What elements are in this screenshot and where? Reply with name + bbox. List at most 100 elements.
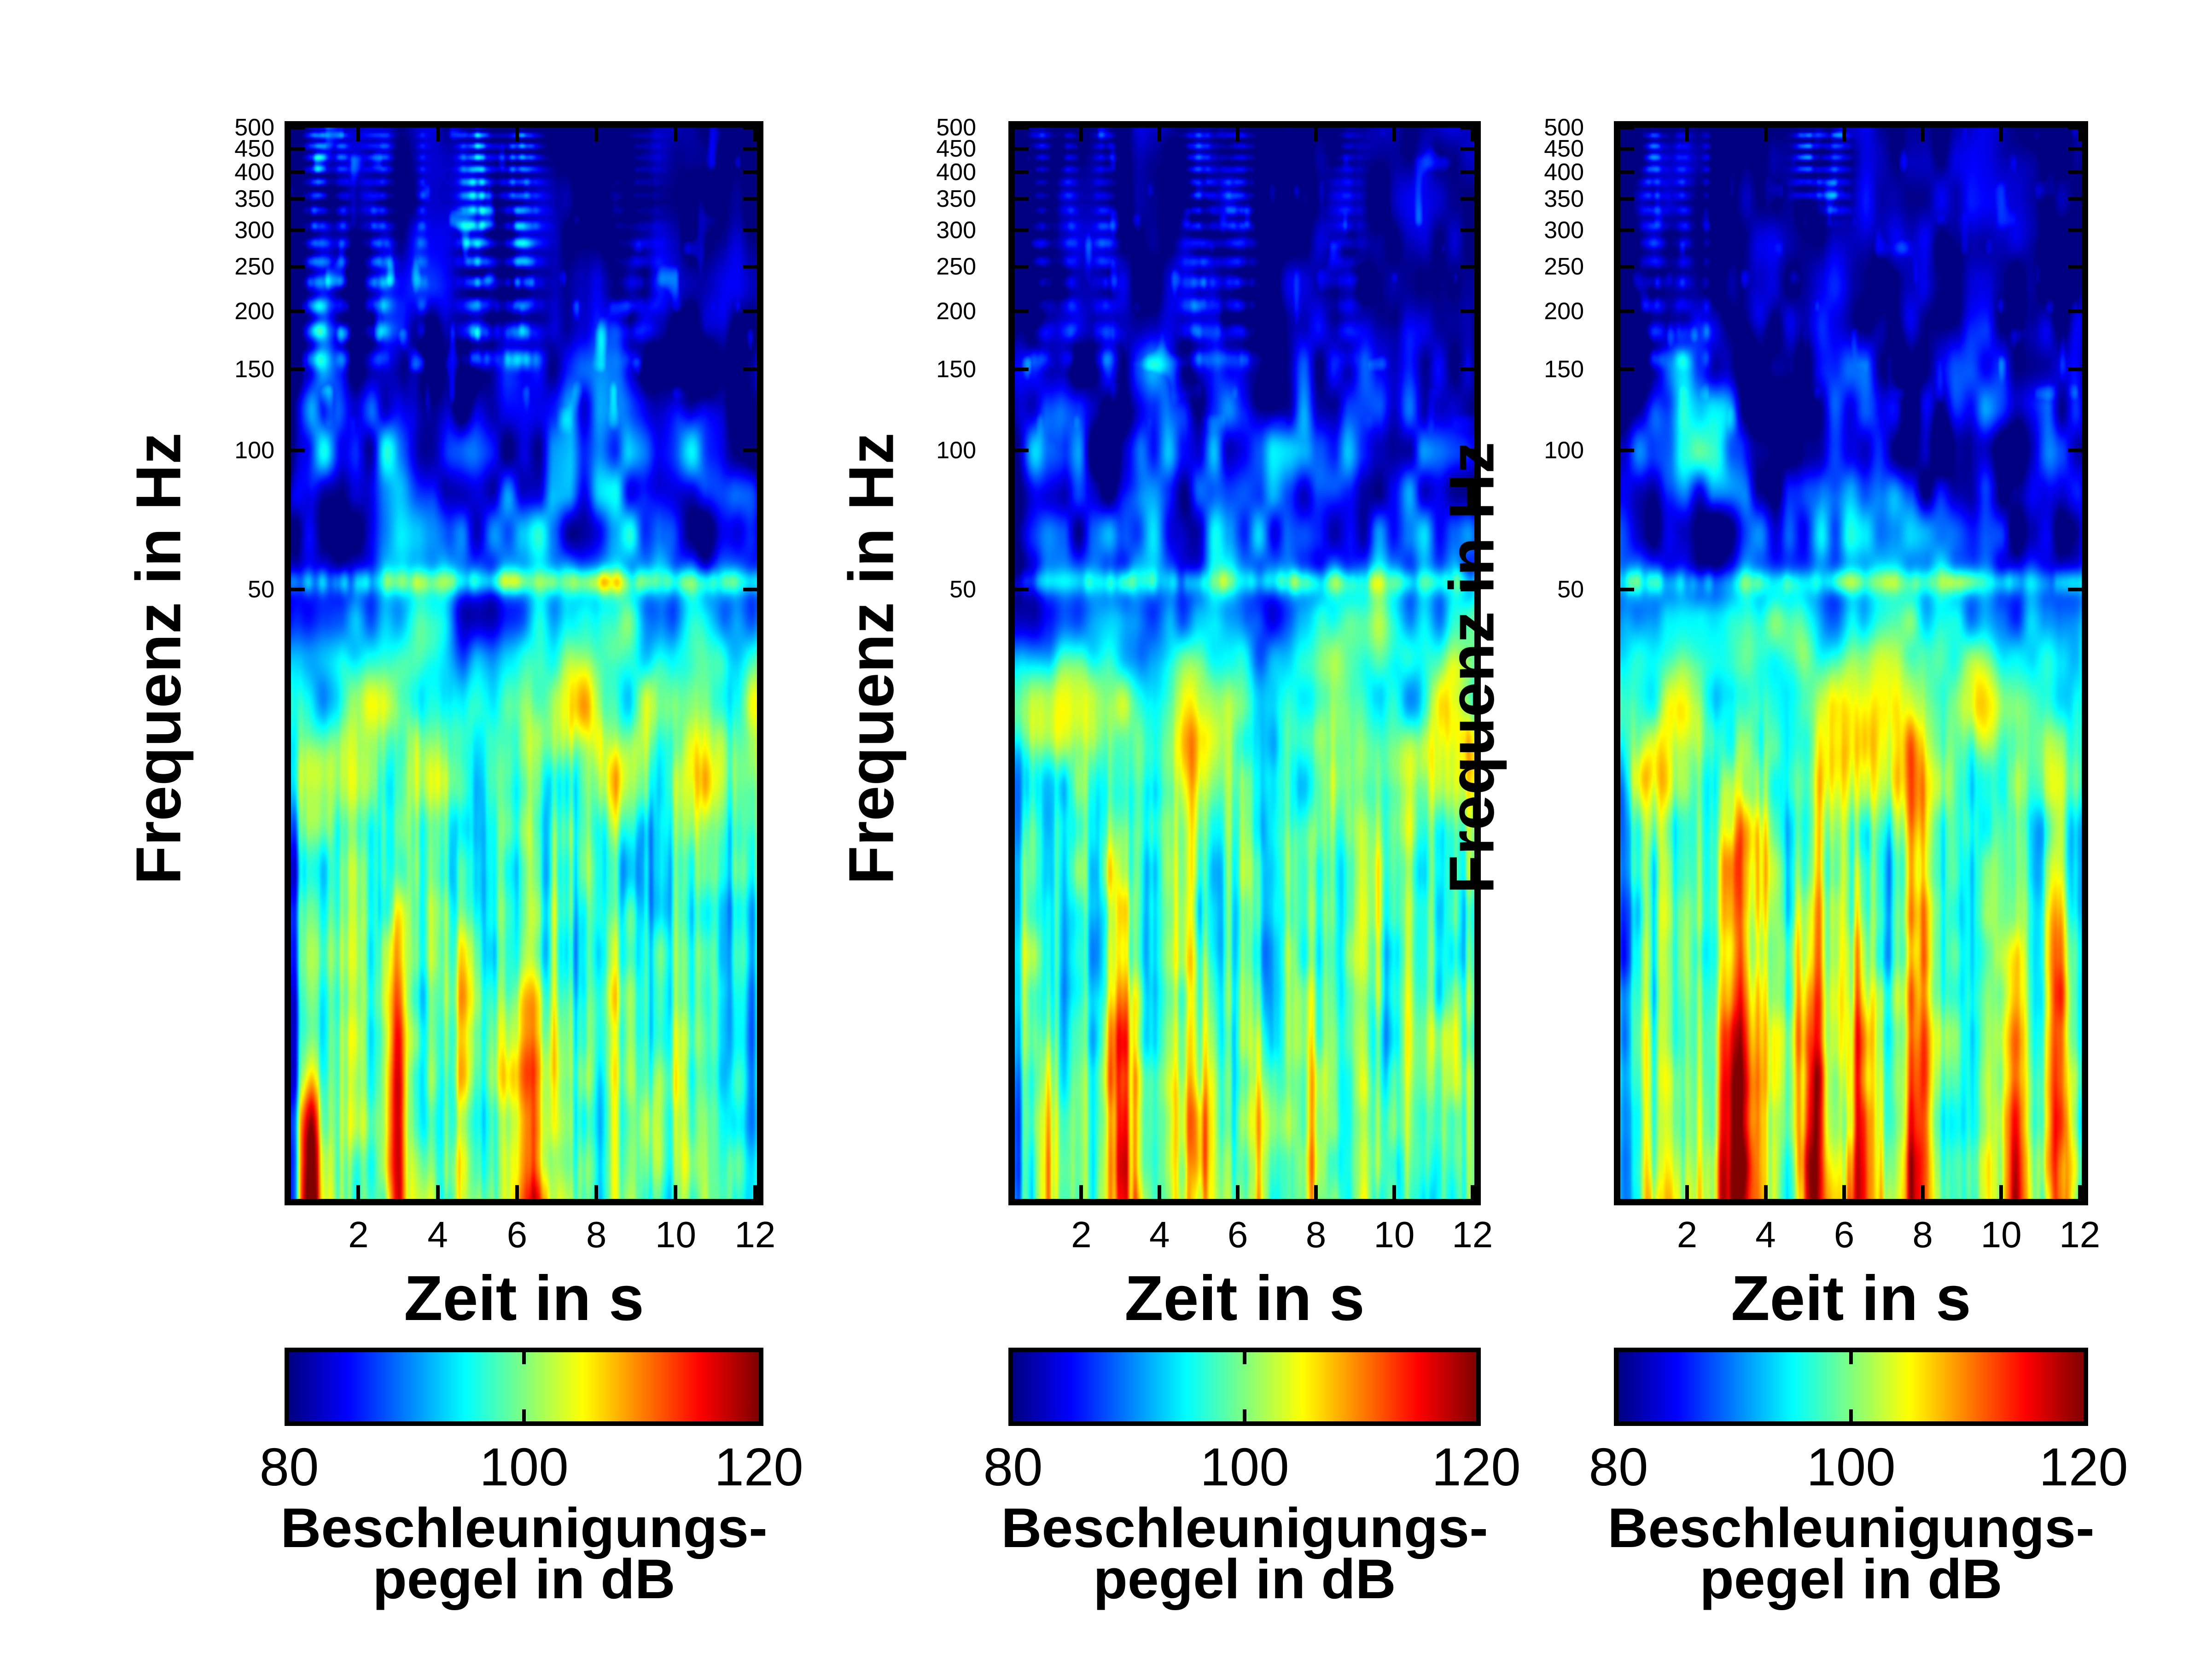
- x-tick-mark: [1842, 128, 1846, 141]
- colorbar-tick-label: 120: [714, 1437, 803, 1497]
- x-tick-mark: [515, 128, 519, 141]
- y-tick-label: 500: [936, 114, 976, 141]
- y-tick-label: 250: [936, 253, 976, 280]
- y-tick-mark: [1015, 310, 1029, 314]
- colorbar-tick-label: 100: [1200, 1437, 1289, 1497]
- colorbar-tick-label: 100: [479, 1437, 569, 1497]
- x-tick-label: 12: [1452, 1214, 1493, 1255]
- y-tick-label: 250: [1544, 253, 1584, 280]
- x-tick-mark: [1392, 1185, 1396, 1199]
- y-tick-mark: [2068, 228, 2082, 232]
- y-tick-mark: [1461, 310, 1474, 314]
- x-tick-mark: [594, 128, 599, 141]
- x-tick-mark: [1999, 1185, 2003, 1199]
- y-tick-label: 350: [1544, 186, 1584, 213]
- colorbar-tick-mark: [1849, 1352, 1853, 1364]
- y-tick-label: 200: [1544, 298, 1584, 325]
- y-tick-mark: [743, 126, 757, 129]
- colorbar-tick-mark: [522, 1409, 526, 1421]
- y-tick-mark: [291, 310, 305, 314]
- spectrogram-plot-area-1: [285, 121, 763, 1205]
- x-tick-mark: [1764, 128, 1768, 141]
- y-tick-label: 150: [936, 356, 976, 383]
- x-tick-mark: [356, 128, 361, 141]
- colorbar-tick-mark: [1243, 1409, 1246, 1421]
- colorbar-label-line2: pegel in dB: [1700, 1548, 2002, 1610]
- y-tick-mark: [291, 228, 305, 232]
- x-tick-mark: [1470, 1185, 1474, 1199]
- colorbar-label-line2: pegel in dB: [1093, 1548, 1396, 1610]
- y-axis-label: Frequenz in Hz: [836, 432, 907, 885]
- y-tick-mark: [1620, 197, 1634, 201]
- y-tick-mark: [743, 310, 757, 314]
- x-tick-mark: [436, 1185, 440, 1199]
- y-tick-label: 500: [1544, 114, 1584, 141]
- x-tick-label: 4: [1149, 1214, 1170, 1255]
- x-tick-mark: [674, 1185, 678, 1199]
- y-tick-label: 150: [1544, 356, 1584, 383]
- y-tick-mark: [1620, 310, 1634, 314]
- x-axis-label: Zeit in s: [404, 1263, 644, 1334]
- colorbar-tick-label: 120: [1432, 1437, 1521, 1497]
- y-tick-mark: [1620, 146, 1634, 151]
- x-tick-label: 10: [1980, 1214, 2022, 1255]
- x-tick-mark: [1314, 1185, 1318, 1199]
- y-tick-mark: [291, 264, 305, 269]
- x-tick-mark: [1158, 128, 1162, 141]
- y-tick-mark: [291, 197, 305, 201]
- x-tick-label: 8: [1305, 1214, 1327, 1255]
- colorbar-tick-mark: [522, 1352, 526, 1364]
- spectrogram-canvas-3: [1620, 128, 2082, 1199]
- x-tick-mark: [1079, 128, 1083, 141]
- y-tick-mark: [2068, 170, 2082, 175]
- x-tick-mark: [1921, 128, 1925, 141]
- colorbar-tick-label: 120: [2039, 1437, 2128, 1497]
- y-tick-mark: [1015, 367, 1029, 371]
- y-tick-mark: [1461, 264, 1474, 269]
- x-tick-label: 12: [2059, 1214, 2101, 1255]
- y-tick-mark: [743, 170, 757, 175]
- y-axis-label: Frequenz in Hz: [1436, 442, 1508, 894]
- x-tick-mark: [1842, 1185, 1846, 1199]
- spectrogram-plot-area-3: [1614, 121, 2088, 1205]
- y-tick-mark: [2068, 197, 2082, 201]
- x-tick-mark: [674, 128, 678, 141]
- y-tick-label: 150: [234, 356, 274, 383]
- y-tick-mark: [291, 449, 305, 453]
- y-tick-label: 250: [234, 253, 274, 280]
- x-tick-label: 6: [1227, 1214, 1248, 1255]
- x-tick-mark: [1470, 128, 1474, 141]
- y-tick-label: 300: [1544, 216, 1584, 244]
- y-tick-label: 100: [234, 437, 274, 464]
- y-axis-label: Frequenz in Hz: [123, 432, 194, 885]
- colorbar-tick-mark: [1849, 1409, 1853, 1421]
- spectrogram-canvas-2: [1015, 128, 1474, 1199]
- y-tick-mark: [743, 367, 757, 371]
- y-tick-mark: [1015, 228, 1029, 232]
- x-tick-label: 6: [1834, 1214, 1855, 1255]
- y-tick-label: 450: [936, 135, 976, 162]
- colorbar-label-line1: Beschleunigungs-: [280, 1496, 768, 1559]
- x-tick-label: 2: [348, 1214, 369, 1255]
- colorbar-label-line2: pegel in dB: [373, 1548, 675, 1610]
- y-tick-mark: [743, 449, 757, 453]
- x-tick-mark: [1685, 1185, 1689, 1199]
- x-tick-mark: [1314, 128, 1318, 141]
- y-tick-label: 450: [1544, 135, 1584, 162]
- colorbar-tick-label: 80: [1589, 1437, 1648, 1497]
- y-tick-mark: [1620, 264, 1634, 269]
- colorbar-tick-mark: [1243, 1352, 1246, 1364]
- y-tick-mark: [1620, 449, 1634, 453]
- y-tick-mark: [2068, 126, 2082, 129]
- y-tick-mark: [291, 126, 305, 129]
- y-tick-mark: [743, 264, 757, 269]
- y-tick-label: 400: [234, 159, 274, 186]
- y-tick-mark: [291, 170, 305, 175]
- y-tick-mark: [1461, 146, 1474, 151]
- y-tick-mark: [2068, 588, 2082, 592]
- y-tick-mark: [1620, 367, 1634, 371]
- y-tick-label: 50: [248, 576, 274, 603]
- y-tick-mark: [1015, 126, 1029, 129]
- x-tick-label: 2: [1676, 1214, 1698, 1255]
- y-tick-mark: [1015, 264, 1029, 269]
